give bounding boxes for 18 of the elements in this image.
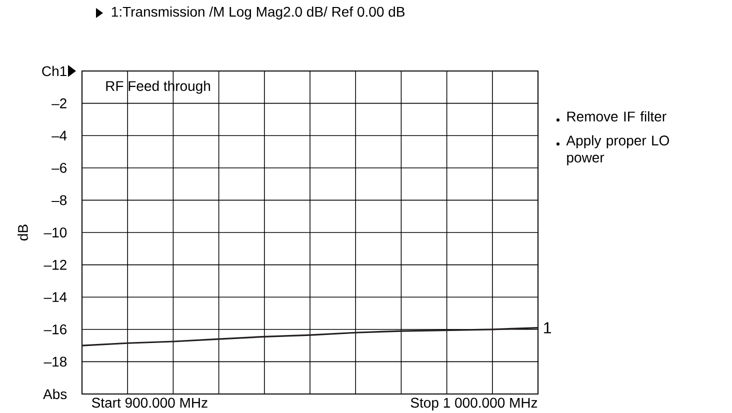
- y-tick-label: –16: [44, 324, 67, 334]
- y-tick-label: –10: [44, 228, 67, 238]
- text: Remove IF filter: [567, 111, 666, 122]
- y-tick-label: –8: [52, 195, 67, 206]
- text: Start 900.000 MHz: [92, 398, 208, 408]
- chart-title: 1:Transmission /M Log Mag2.0 dB/ Ref 0.00 dB: [112, 6, 404, 20]
- y-tick-label: Ch1: [42, 66, 66, 76]
- y-tick-label: –18: [44, 356, 67, 367]
- series-label: 1: [544, 322, 551, 334]
- y-tick-label: Abs: [43, 388, 67, 400]
- y-tick-label: –6: [52, 162, 67, 173]
- y-tick-label: –4: [52, 130, 67, 140]
- y-tick-label: –2: [52, 98, 66, 108]
- text: Stop 1 000.000 MHz: [410, 398, 538, 410]
- y-axis-title: dB: [18, 224, 28, 240]
- text: Apply proper LO power: [566, 135, 670, 166]
- y-tick-label: –14: [44, 292, 67, 302]
- y-tick-label: –12: [44, 260, 66, 270]
